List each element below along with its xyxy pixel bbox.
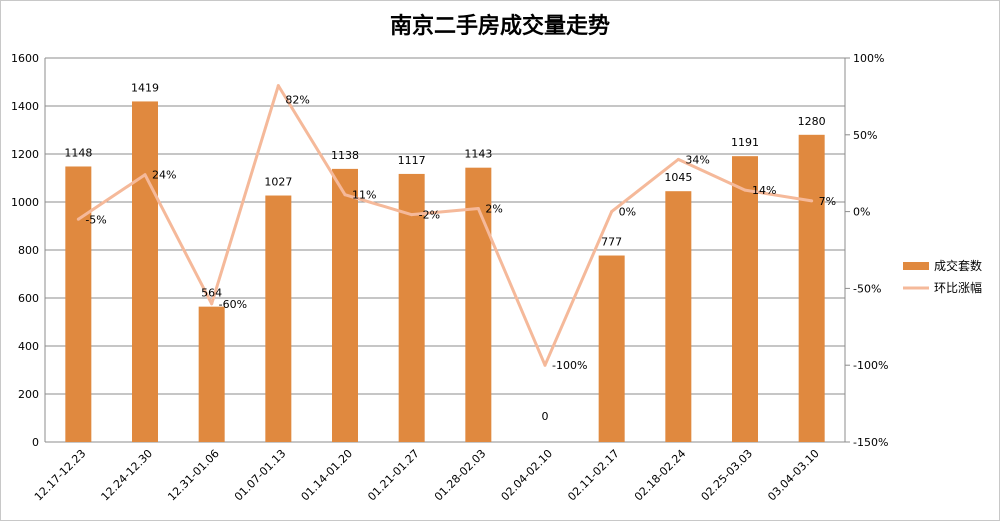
y-left-tick-label: 400 [18, 340, 39, 353]
line-data-label: 14% [752, 184, 776, 197]
bar-data-label: 564 [201, 287, 222, 300]
line-point [610, 210, 614, 214]
legend-swatch-bar [903, 262, 929, 270]
bar-series [65, 101, 825, 443]
bar-data-label: 0 [542, 410, 549, 423]
bar [332, 168, 358, 442]
bar [798, 134, 825, 443]
y-left-tick-label: 600 [18, 292, 39, 305]
line-point [476, 207, 480, 211]
bar-data-label: 1117 [398, 154, 426, 167]
y-left-tick-label: 0 [32, 436, 39, 449]
legend: 成交套数 环比涨幅 [903, 258, 982, 295]
bar [65, 166, 92, 443]
y-right-tick-label: -50% [853, 282, 881, 295]
x-tick-label: 01.07-01.13 [232, 447, 289, 504]
bar-data-label: 1045 [664, 171, 692, 184]
y-left-tick-label: 1600 [11, 52, 39, 65]
line-point [276, 84, 280, 88]
grid-lines [44, 57, 846, 443]
x-tick-label: 02.04-02.10 [499, 447, 556, 504]
x-tick-label: 01.21-01.27 [365, 447, 422, 504]
x-tick-label: 02.18-02.24 [632, 447, 689, 504]
x-tick-label: 01.14-01.20 [299, 447, 356, 504]
bar [132, 101, 158, 442]
line-data-label: 24% [152, 169, 176, 182]
line-data-label: 0% [619, 206, 636, 219]
line-data-label: -5% [85, 213, 106, 226]
y-right-tick-label: 100% [853, 52, 884, 65]
bar [265, 195, 292, 442]
legend-label-bar: 成交套数 [934, 258, 982, 273]
y-right-axis: -150% -100% -50% 0% 50% 100% [845, 52, 888, 449]
line-data-label: -60% [219, 298, 247, 311]
line-path [77, 84, 812, 367]
legend-label-line: 环比涨幅 [934, 280, 982, 295]
line-point [210, 302, 214, 306]
x-tick-label: 03.04-03.10 [765, 447, 822, 504]
line-data-label: 82% [285, 94, 309, 107]
x-axis: 12.17-12.23 12.24-12.30 12.31-01.06 01.07-0… [32, 447, 822, 504]
line-point [343, 193, 347, 197]
line-data-labels: -5% 24% -60% 82% 11% -2% 2% -100% 0% 34% 14% 7% [85, 94, 836, 373]
chart-title: 南京二手房成交量走势 [390, 13, 610, 39]
line-point [410, 213, 414, 217]
bar [665, 191, 692, 442]
bar [598, 255, 625, 442]
bar-data-label: 1027 [264, 176, 292, 189]
bar-data-label: 1143 [464, 148, 492, 161]
bar-data-label: 1138 [331, 149, 359, 162]
y-right-tick-label: -100% [853, 359, 888, 372]
line-point [810, 199, 814, 203]
line-data-label: -2% [419, 209, 440, 222]
y-left-tick-label: 1400 [11, 100, 39, 113]
bar-data-label: 1280 [798, 115, 826, 128]
bar [732, 156, 758, 442]
y-left-tick-label: 200 [18, 388, 39, 401]
bar-data-label: 777 [601, 236, 622, 249]
y-left-tick-label: 800 [18, 244, 39, 257]
line-data-label: 34% [685, 153, 709, 166]
x-tick-label: 02.11-02.17 [565, 447, 622, 504]
line-point [743, 188, 747, 192]
bar-data-label: 1191 [731, 136, 759, 149]
bar-data-labels: 1148 1419 564 1027 1138 1117 1143 0 777 1045 1191 1… [64, 81, 825, 423]
bar [465, 167, 492, 442]
y-right-tick-label: -150% [853, 436, 888, 449]
x-tick-label: 02.25-03.03 [699, 447, 756, 504]
line-point [676, 157, 680, 161]
line-point [543, 363, 547, 367]
y-left-tick-label: 1000 [11, 196, 39, 209]
x-tick-label: 01.28-02.03 [432, 447, 489, 504]
line-data-label: 2% [485, 203, 502, 216]
y-left-tick-label: 1200 [11, 148, 39, 161]
bar [198, 306, 225, 442]
line-data-label: 11% [352, 189, 376, 202]
bar-data-label: 1419 [131, 81, 159, 94]
line-point [76, 217, 80, 221]
y-left-axis: 0 200 400 600 800 1000 1200 1400 1600 [11, 52, 39, 449]
bar [398, 173, 425, 443]
line-series [76, 84, 814, 367]
line-data-label: 7% [819, 195, 836, 208]
line-point [143, 173, 147, 177]
x-tick-label: 12.31-01.06 [165, 447, 222, 504]
x-tick-label: 12.17-12.23 [32, 447, 89, 504]
bar-data-label: 1148 [64, 146, 92, 159]
line-data-label: -100% [552, 359, 587, 372]
x-tick-label: 12.24-12.30 [99, 447, 156, 504]
y-right-tick-label: 50% [853, 129, 877, 142]
y-right-tick-label: 0% [853, 206, 870, 219]
